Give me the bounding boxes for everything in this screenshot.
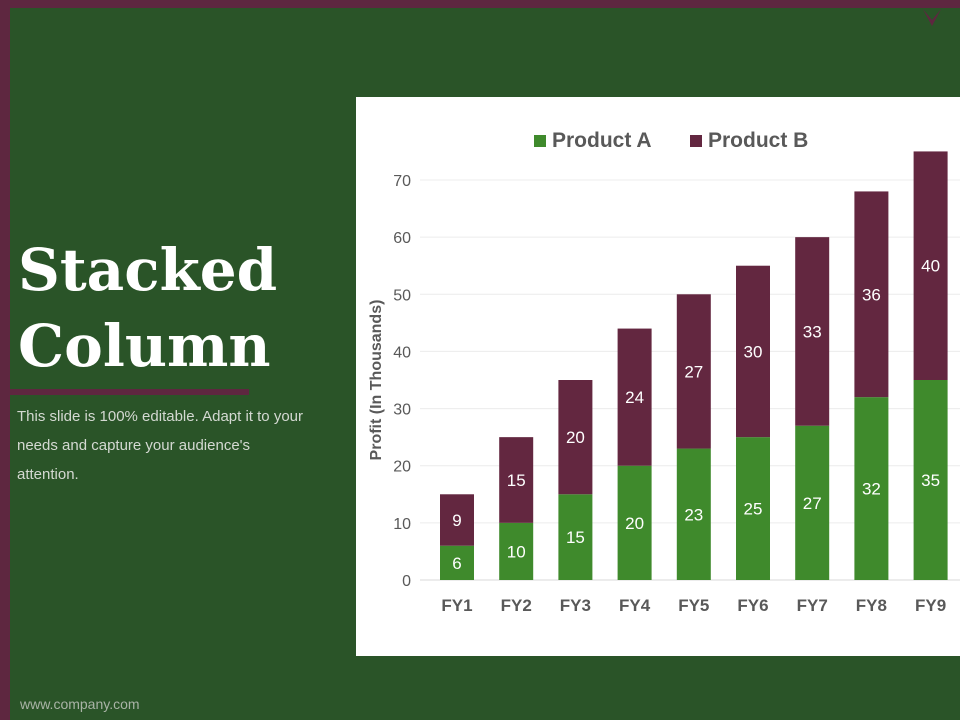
data-label: 36	[862, 285, 881, 304]
bar-product-b	[499, 437, 534, 523]
title-underline	[10, 389, 249, 395]
data-label: 10	[507, 542, 526, 561]
bar-product-a	[795, 425, 830, 580]
bar-product-a	[440, 545, 474, 580]
data-label: 32	[862, 480, 881, 499]
slide-subtitle: This slide is 100% editable. Adapt it to…	[17, 408, 303, 483]
data-label: 15	[566, 528, 585, 547]
bar-product-a	[854, 397, 889, 580]
data-label: 25	[744, 500, 763, 519]
x-tick-label: FY4	[619, 596, 651, 615]
data-label: 23	[684, 505, 703, 524]
y-tick-label: 50	[393, 287, 411, 304]
footer-url: www.company.com	[20, 696, 140, 712]
bar-product-b	[736, 265, 770, 438]
y-tick-label: 30	[393, 402, 411, 419]
chart-panel: 6 9 10 15 15 20 20 24 23 27 25 30 27 33 32 36 35 40 0 10 20…	[356, 97, 960, 656]
data-label: 9	[452, 511, 461, 530]
bar-product-a	[676, 448, 711, 580]
y-tick-label: 40	[393, 344, 411, 361]
slide-title-line1: Stacked	[18, 236, 278, 304]
legend-label-product-a: Product A	[552, 129, 652, 152]
slide-title-line2: Column	[18, 312, 271, 380]
legend-label-product-b: Product B	[708, 129, 808, 152]
bar-product-a	[558, 494, 593, 580]
legend-swatch-product-a	[534, 135, 546, 147]
bar-product-a	[736, 437, 770, 580]
data-label: 33	[803, 322, 822, 341]
x-tick-label: FY8	[856, 596, 887, 615]
y-tick-label: 60	[393, 230, 411, 247]
bar-product-a	[617, 465, 652, 580]
x-tick-label: FY7	[797, 596, 828, 615]
bar-product-b	[558, 380, 593, 495]
data-label: 40	[921, 257, 940, 276]
y-tick-label: 20	[393, 459, 411, 476]
data-label: 35	[921, 471, 940, 490]
y-tick-label: 10	[393, 516, 411, 533]
x-tick-label: FY1	[441, 596, 472, 615]
data-label: 27	[684, 362, 703, 381]
bar-product-b	[617, 328, 652, 466]
bar-product-b	[913, 151, 948, 380]
data-label: 15	[507, 471, 526, 490]
bar-product-a	[913, 380, 948, 580]
x-tick-label: FY2	[501, 596, 532, 615]
frame-left-bar	[0, 0, 10, 720]
y-axis-title: Profit (In Thousands)	[368, 300, 385, 461]
bar-product-a	[499, 522, 534, 580]
slide-title: Stacked Column	[18, 232, 338, 384]
data-label: 30	[744, 342, 763, 361]
bar-product-b	[440, 494, 474, 546]
y-tick-label: 0	[402, 573, 411, 590]
legend-swatch-product-b	[690, 135, 702, 147]
bar-product-b	[676, 294, 711, 449]
bar-product-b	[854, 191, 889, 398]
data-label: 6	[452, 554, 461, 573]
data-label: 24	[625, 388, 644, 407]
frame-notch-inner	[922, 8, 942, 20]
x-tick-label: FY9	[915, 596, 946, 615]
y-tick-label: 70	[393, 173, 411, 190]
x-tick-label: FY6	[737, 596, 768, 615]
x-tick-label: FY5	[678, 596, 709, 615]
stacked-column-chart: 6 9 10 15 15 20 20 24 23 27 25 30 27 33 32 36 35 40 0 10 20…	[368, 129, 960, 615]
data-label: 27	[803, 494, 822, 513]
frame-top-bar	[0, 0, 960, 8]
x-tick-label: FY3	[560, 596, 591, 615]
data-label: 20	[566, 428, 585, 447]
bar-product-b	[795, 237, 830, 426]
data-label: 20	[625, 514, 644, 533]
